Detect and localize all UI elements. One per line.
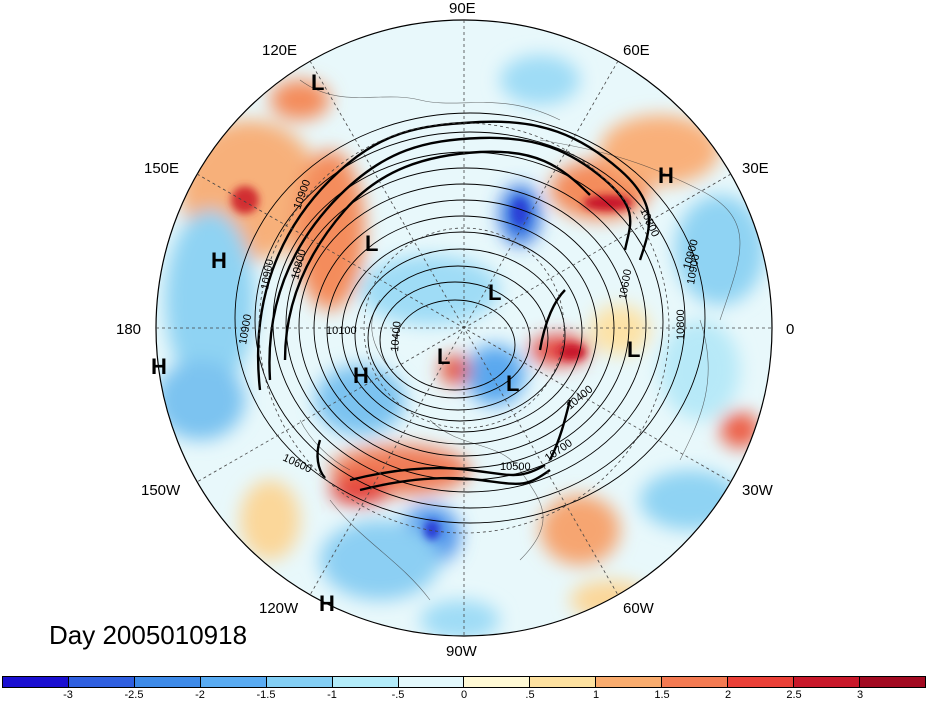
colorbar-box <box>464 677 531 687</box>
colorbar-label: -3 <box>63 689 73 701</box>
lon-label-60w: 60W <box>623 600 655 617</box>
colorbar-box <box>68 677 135 687</box>
colorbar-box <box>200 677 267 687</box>
colorbar-box <box>662 677 729 687</box>
colorbar-box <box>134 677 201 687</box>
contour-label: 10500 <box>500 461 531 473</box>
lon-label-150e: 150E <box>144 160 179 177</box>
pressure-center: L <box>627 337 640 362</box>
colorbar-boxes <box>2 676 926 688</box>
pressure-center: L <box>437 344 450 369</box>
pressure-center: L <box>506 371 519 396</box>
lon-label-180: 180 <box>116 321 141 338</box>
coastlines <box>299 79 741 601</box>
pressure-center: L <box>488 280 501 305</box>
colorbar-label: 1 <box>592 689 600 701</box>
lon-label-120w: 120W <box>259 600 299 617</box>
lon-label-150w: 150W <box>141 482 181 499</box>
graticule <box>156 20 772 636</box>
polar-map: 10900 10900 10900 10100 10400 10500 1060… <box>116 0 794 660</box>
pressure-center: L <box>311 70 324 95</box>
colorbar: -3 -2.5 -2 -1.5 -1 -.5 0 .5 1 1.5 2 2.5 3 <box>0 676 928 702</box>
map-title: Day 2005010918 <box>49 620 248 650</box>
colorbar-box <box>596 677 663 687</box>
lon-label-120e: 120E <box>262 42 297 59</box>
lon-label-30w: 30W <box>742 482 774 499</box>
colorbar-label: -.5 <box>391 689 405 701</box>
pressure-center: H <box>151 354 167 379</box>
contour-label: 10900 <box>237 313 254 345</box>
longitude-labels: 90E 60E 30E 0 30W 60W 90W 120W 150W 180 … <box>116 0 794 660</box>
height-contours <box>234 112 706 524</box>
contour-label: 10600 <box>617 268 634 300</box>
colorbar-label: -1.5 <box>256 689 276 701</box>
colorbar-label: 2 <box>724 689 732 701</box>
lon-label-90e: 90E <box>449 0 476 17</box>
pressure-center: H <box>319 591 335 616</box>
contour-label: 10900 <box>685 253 702 285</box>
colorbar-box <box>398 677 465 687</box>
contour-label: 10900 <box>259 258 276 290</box>
contour-label: 10100 <box>326 325 357 337</box>
colorbar-label: 0 <box>460 689 468 701</box>
colorbar-box <box>728 677 795 687</box>
pressure-center: H <box>353 363 369 388</box>
colorbar-label: 2.5 <box>786 689 802 701</box>
contour-label: 10800 <box>675 309 687 340</box>
pressure-center: H <box>658 163 674 188</box>
lon-label-0: 0 <box>786 321 794 338</box>
lon-label-60e: 60E <box>623 42 650 59</box>
pressure-center: L <box>365 231 378 256</box>
pressure-center: H <box>211 248 227 273</box>
contour-label: 10400 <box>389 321 404 353</box>
colorbar-box <box>266 677 333 687</box>
colorbar-label: 3 <box>856 689 864 701</box>
lon-label-30e: 30E <box>742 160 769 177</box>
pressure-centers: L H H L H H L L L L H <box>151 70 674 616</box>
colorbar-box <box>332 677 399 687</box>
colorbar-box <box>794 677 860 687</box>
colorbar-box <box>859 677 925 687</box>
colorbar-box <box>530 677 597 687</box>
colorbar-box <box>3 677 69 687</box>
colorbar-label: -2 <box>195 689 205 701</box>
colorbar-label: .5 <box>525 689 535 701</box>
colorbar-label: 1.5 <box>654 689 670 701</box>
colorbar-label: -2.5 <box>124 689 144 701</box>
colorbar-label: -1 <box>327 689 337 701</box>
lon-label-90w: 90W <box>446 643 478 660</box>
